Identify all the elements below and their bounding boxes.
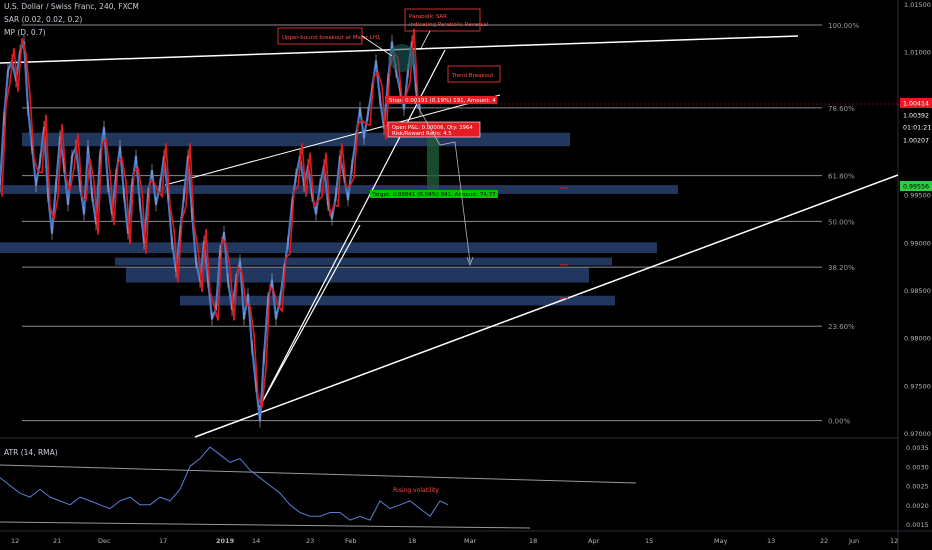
price-axis-tick-0: 1.01500 <box>904 1 931 9</box>
major-lh1-callout-label: Upper-bound breakout at Major LH1 <box>282 35 380 41</box>
price-tag-label-0: 1.00414 <box>903 101 929 108</box>
sr-zone-4 <box>126 267 589 283</box>
atr-axis-tick-3: 0.0020 <box>906 502 929 510</box>
time-axis-tick-17: 12 <box>890 537 898 545</box>
trend-breakout-line <box>164 94 501 186</box>
time-axis-tick-16: Jun <box>848 537 859 545</box>
atr-axis-tick-1: 0.0030 <box>906 463 929 471</box>
time-axis-tick-9: Mar <box>464 537 477 545</box>
atr-axis-tick-0: 0.0035 <box>906 444 929 452</box>
atr-lower-trendline <box>0 521 531 529</box>
parabolic-sar-callout-pointer <box>419 30 431 51</box>
price-axis-tick-4: 0.99000 <box>904 239 931 247</box>
open-pnl-box <box>387 121 481 138</box>
time-axis-tick-0: 12 <box>11 537 19 545</box>
stop-box <box>385 96 497 104</box>
parabolic-sar-callout-box <box>404 8 481 32</box>
time-axis-tick-7: Feb <box>345 537 357 545</box>
price-tag-bg-0 <box>900 98 932 108</box>
rising-volatility-label: Rising volatility <box>393 487 439 494</box>
time-axis-tick-8: 18 <box>408 537 416 545</box>
atr-axis-tick-4: 0.0015 <box>906 521 929 529</box>
fib-level-label-6: 0.00% <box>828 418 851 426</box>
target-label: Target: 0.00841 (0.84%) 841, Amount: 74.… <box>371 192 496 198</box>
rising-wedge-upper-line <box>257 49 446 411</box>
time-axis-tick-10: 18 <box>529 537 537 545</box>
stop-label: Stop: 0.00191 (0.19%) 191, Amount: 4 <box>389 98 496 104</box>
sr-zone-5 <box>180 295 615 306</box>
lower-trend-line <box>194 174 899 438</box>
price-tag-bg-1 <box>900 110 932 120</box>
fib-level-label-3: 50.00% <box>828 218 855 226</box>
price-tag-bg-3 <box>900 135 932 145</box>
time-axis-tick-1: 21 <box>53 537 61 545</box>
price-tag-label-3: 1.00207 <box>903 138 929 145</box>
price-axis-tick-1: 1.01000 <box>904 49 931 57</box>
price-series-line <box>0 41 422 422</box>
sr-zone-3 <box>115 257 612 266</box>
parabolic-sar-callout-line2: indicating Parabolic Reversal <box>409 22 489 28</box>
open-pnl-label: Open P&L: 0.00006, Qty: 3964 <box>392 125 473 131</box>
time-axis-tick-2: Dec <box>98 537 111 545</box>
time-axis-tick-3: 17 <box>159 537 167 545</box>
sr-zone-2 <box>0 242 657 254</box>
price-tag-label-2: 01:01:21 <box>903 125 931 132</box>
parabolic-sar-callout-line1: Parabolic SAR <box>409 14 447 20</box>
fib-level-label-2: 61.80% <box>828 173 855 181</box>
time-axis-tick-6: 23 <box>306 537 314 545</box>
symbol-title: U.S. Dollar / Swiss Franc, 240, FXCM <box>4 2 139 11</box>
price-axis-tick-6: 0.98000 <box>904 335 931 343</box>
time-axis-tick-14: 13 <box>767 537 775 545</box>
time-axis-tick-5: 14 <box>252 537 260 545</box>
time-axis-tick-15: 22 <box>820 537 828 545</box>
price-axis-tick-5: 0.98500 <box>904 287 931 295</box>
sar-indicator-label[interactable]: SAR (0.02, 0.02, 0.2) <box>4 15 83 24</box>
projection-path <box>414 101 471 263</box>
target-zone <box>427 138 439 190</box>
trend-breakout-callout-box <box>447 65 501 83</box>
time-axis-tick-4: 2019 <box>216 537 235 545</box>
major-lh1-callout-pointer <box>361 35 393 57</box>
rising-wedge-lower-line <box>257 224 361 411</box>
atr-axis-tick-2: 0.0025 <box>906 483 929 491</box>
projection-arrowhead <box>466 256 474 267</box>
fib-level-label-4: 38.20% <box>828 264 855 272</box>
atr-upper-trendline <box>0 464 637 484</box>
atr-series-line <box>0 446 449 521</box>
fib-level-label-1: 78.60% <box>828 105 855 113</box>
mp-indicator-label[interactable]: MP (D, 0.7) <box>4 28 46 37</box>
time-axis-tick-11: Apr <box>588 537 600 545</box>
fib-level-label-0: 100.00% <box>828 22 859 30</box>
price-axis-tick-7: 0.97500 <box>904 382 931 390</box>
target-box <box>370 190 498 198</box>
price-tag-bg-4 <box>900 181 932 191</box>
time-axis-tick-12: 15 <box>645 537 653 545</box>
price-axis-tick-8: 0.97000 <box>904 430 931 438</box>
fib-level-label-5: 23.60% <box>828 323 855 331</box>
price-tag-label-1: 1.00392 <box>903 113 929 120</box>
trend-breakout-callout-label: Trend Breakout <box>451 73 494 79</box>
time-axis-tick-13: May <box>714 537 728 545</box>
risk-reward-label: Risk/Reward Ratio: 4.5 <box>392 131 452 137</box>
atr-indicator-label[interactable]: ATR (14, RMA) <box>4 448 58 457</box>
price-tag-bg-2 <box>900 122 932 132</box>
price-tag-label-4: 0.99556 <box>903 184 929 191</box>
price-axis-tick-3: 0.99500 <box>904 192 931 200</box>
sar-mp-series-line <box>1 28 423 408</box>
resistance-highlight <box>388 44 416 72</box>
